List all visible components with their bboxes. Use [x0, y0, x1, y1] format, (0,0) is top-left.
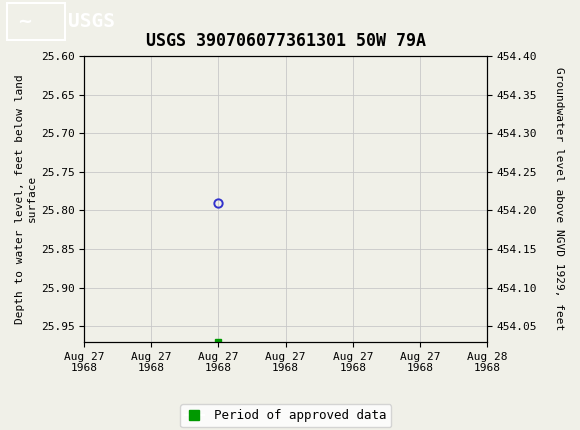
Bar	[7, 3, 65, 40]
Y-axis label: Depth to water level, feet below land
surface: Depth to water level, feet below land su…	[15, 74, 37, 324]
Legend: Period of approved data: Period of approved data	[180, 404, 392, 427]
Title: USGS 390706077361301 50W 79A: USGS 390706077361301 50W 79A	[146, 32, 426, 50]
Text: ~: ~	[17, 12, 32, 31]
Text: USGS: USGS	[68, 12, 115, 31]
Y-axis label: Groundwater level above NGVD 1929, feet: Groundwater level above NGVD 1929, feet	[554, 67, 564, 331]
